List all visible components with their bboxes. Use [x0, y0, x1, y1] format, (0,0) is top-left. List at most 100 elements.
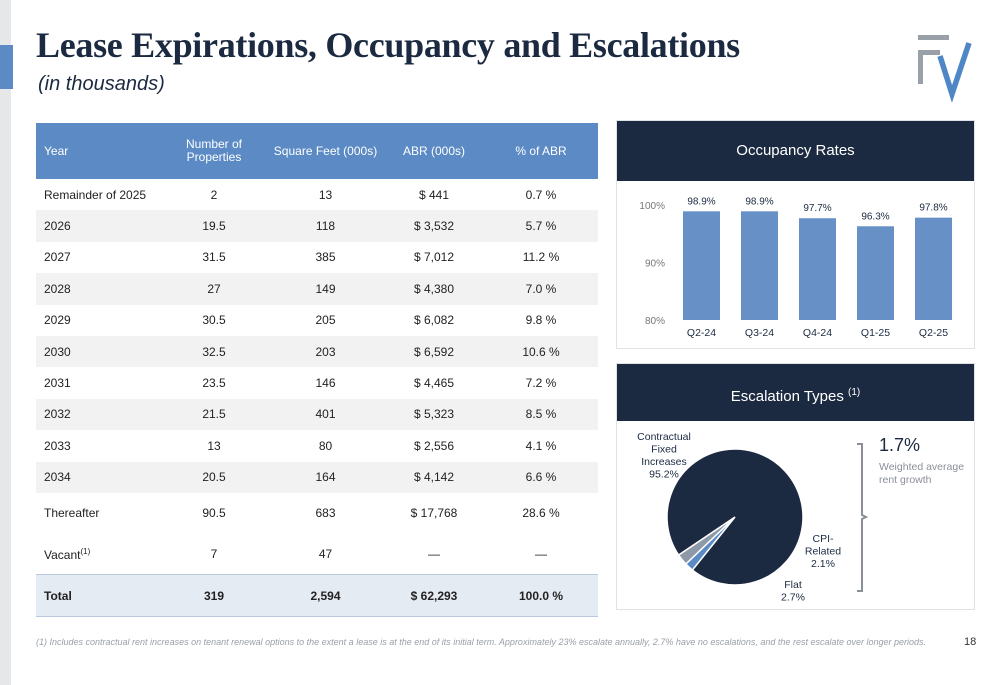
occupancy-bar [799, 218, 836, 320]
sqft-cell: 164 [267, 461, 384, 493]
sqft-cell: 149 [267, 273, 384, 305]
y-tick-label: 80% [645, 316, 665, 327]
weighted-rent-growth-label: Weighted average rent growth [879, 461, 965, 486]
page-number: 18 [964, 636, 977, 648]
bracket-divider [857, 443, 869, 592]
year-cell: Thereafter [44, 506, 100, 521]
occupancy-bar [857, 226, 894, 320]
pie-label-flat: Flat 2.7% [781, 579, 805, 604]
properties-cell: 23.5 [202, 376, 226, 391]
abr-cell: $ 5,323 [384, 398, 484, 431]
page-title: Lease Expirations, Occupancy and Escalat… [36, 25, 740, 65]
vacant-sqft: 47 [318, 547, 333, 562]
year-cell: 2032 [36, 398, 161, 431]
pie-label-contractual-fixed-line: Fixed [651, 444, 677, 456]
abr-cell: $ 7,012 [413, 250, 455, 265]
bar-value-label: 98.9% [745, 196, 773, 207]
year-cell: 2027 [44, 250, 71, 265]
properties-cell: 2 [210, 187, 218, 202]
abr-cell: $ 4,465 [413, 376, 455, 391]
escalation-panel: Escalation Types (1) Contractual Fixed Inc… [616, 363, 975, 610]
weighted-rent-growth-value: 1.7% [879, 435, 921, 455]
header-year: Year [36, 123, 161, 179]
pct-cell: 7.2 % [525, 376, 557, 391]
pct-cell: 7.0 % [484, 273, 598, 305]
year-cell: 2029 [44, 313, 71, 328]
table-row: 2034 20.5 164 $ 4,142 6.6 % [36, 461, 598, 493]
pct-cell: 8.5 % [484, 398, 598, 431]
year-cell: 2030 [36, 335, 161, 368]
occupancy-bar [915, 217, 952, 320]
pct-cell: 6.6 % [484, 461, 598, 493]
escalation-title-bar: Escalation Types (1) [617, 364, 974, 421]
sqft-cell: 118 [267, 210, 384, 242]
year-cell: Remainder of 2025 [44, 187, 147, 202]
abr-cell: $ 3,532 [384, 210, 484, 242]
pct-cell: 11.2 % [522, 250, 560, 265]
pie-label-contractual-fixed-line: Increases [641, 456, 687, 468]
footnote: (1) Includes contractual rent increases … [36, 637, 927, 647]
table-row: 2031 23.5 146 $ 4,465 7.2 % [36, 367, 598, 398]
header-pct-abr: % of ABR [484, 123, 598, 179]
table-row: 2026 19.5 118 $ 3,532 5.7 % [36, 210, 598, 242]
bar-value-label: 98.9% [687, 196, 715, 207]
x-tick-label: Q4-24 [803, 327, 832, 339]
total-pct: 100.0 % [484, 574, 598, 618]
table-body: Remainder of 2025 2 13 $ 441 0.7 % 2026 19.5 11… [36, 179, 598, 618]
occupancy-bar [741, 211, 778, 320]
x-tick-label: Q2-24 [687, 327, 716, 339]
vacant-pct: — [535, 547, 547, 562]
table-row: 2033 13 80 $ 2,556 4.1 % [36, 430, 598, 461]
escalation-pie-chart: Contractual Fixed Increases 95.2% CPI-Relate… [637, 431, 869, 604]
x-tick-label: Q3-24 [745, 327, 774, 339]
x-tick-label: Q2-25 [919, 327, 948, 339]
pie-slice-contractual-fixed [666, 448, 804, 586]
total-label: Total [36, 574, 161, 618]
properties-cell: 20.5 [161, 461, 267, 493]
abr-cell: $ 441 [418, 187, 450, 202]
sqft-cell: 203 [267, 335, 384, 368]
y-tick-label: 90% [645, 259, 665, 270]
pie-label-cpi-related: CPI-Related 2.1% [805, 533, 841, 570]
abr-cell: $ 6,592 [384, 335, 484, 368]
pct-cell: 0.7 % [525, 187, 557, 202]
occupancy-title: Occupancy Rates [617, 121, 974, 181]
vacant-label-cell: Vacant(1) [36, 534, 161, 575]
vacant-abr: — [428, 547, 440, 562]
total-properties: 319 [161, 574, 267, 618]
header-abr: ABR (000s) [384, 123, 484, 179]
table-row-vacant: Vacant(1) 7 47 — — [36, 534, 598, 575]
occupancy-bar [683, 211, 720, 320]
year-cell: 2031 [44, 376, 71, 391]
properties-cell: 19.5 [161, 210, 267, 242]
pie-label-contractual-fixed: Contractual Fixed Increases 95.2% [637, 431, 691, 481]
sqft-cell: 401 [267, 398, 384, 431]
pie-label-contractual-fixed-line: 95.2% [649, 469, 679, 481]
left-accent-bar [0, 45, 13, 89]
pie-label-flat-line: Flat [784, 579, 802, 591]
pie-label-cpi-related-line: Related [805, 546, 841, 558]
sqft-cell: 205 [315, 313, 336, 328]
year-cell: 2028 [36, 273, 161, 305]
pct-cell: 10.6 % [484, 335, 598, 368]
vacant-properties: 7 [210, 547, 218, 562]
y-tick-label: 100% [639, 201, 665, 212]
table-row: 2029 30.5 205 $ 6,082 9.8 % [36, 305, 598, 336]
properties-cell: 13 [207, 438, 221, 453]
table-header-row: Year Number of Properties Square Feet (0… [36, 123, 598, 179]
left-margin-bar [0, 0, 11, 685]
vacant-label: Vacant [44, 547, 81, 562]
pct-cell: 5.7 % [484, 210, 598, 242]
properties-cell: 31.5 [202, 250, 226, 265]
abr-cell: $ 6,082 [413, 313, 455, 328]
total-sqft: 2,594 [267, 574, 384, 618]
sqft-cell: 385 [315, 250, 336, 265]
bar-value-label: 96.3% [861, 211, 889, 222]
year-cell: 2033 [44, 438, 71, 453]
table-row: 2030 32.5 203 $ 6,592 10.6 % [36, 335, 598, 368]
year-cell: 2026 [36, 210, 161, 242]
year-cell: 2034 [36, 461, 161, 493]
escalation-footnote-marker: (1) [848, 387, 861, 398]
properties-cell: 30.5 [202, 313, 226, 328]
bar-value-label: 97.8% [919, 203, 947, 214]
